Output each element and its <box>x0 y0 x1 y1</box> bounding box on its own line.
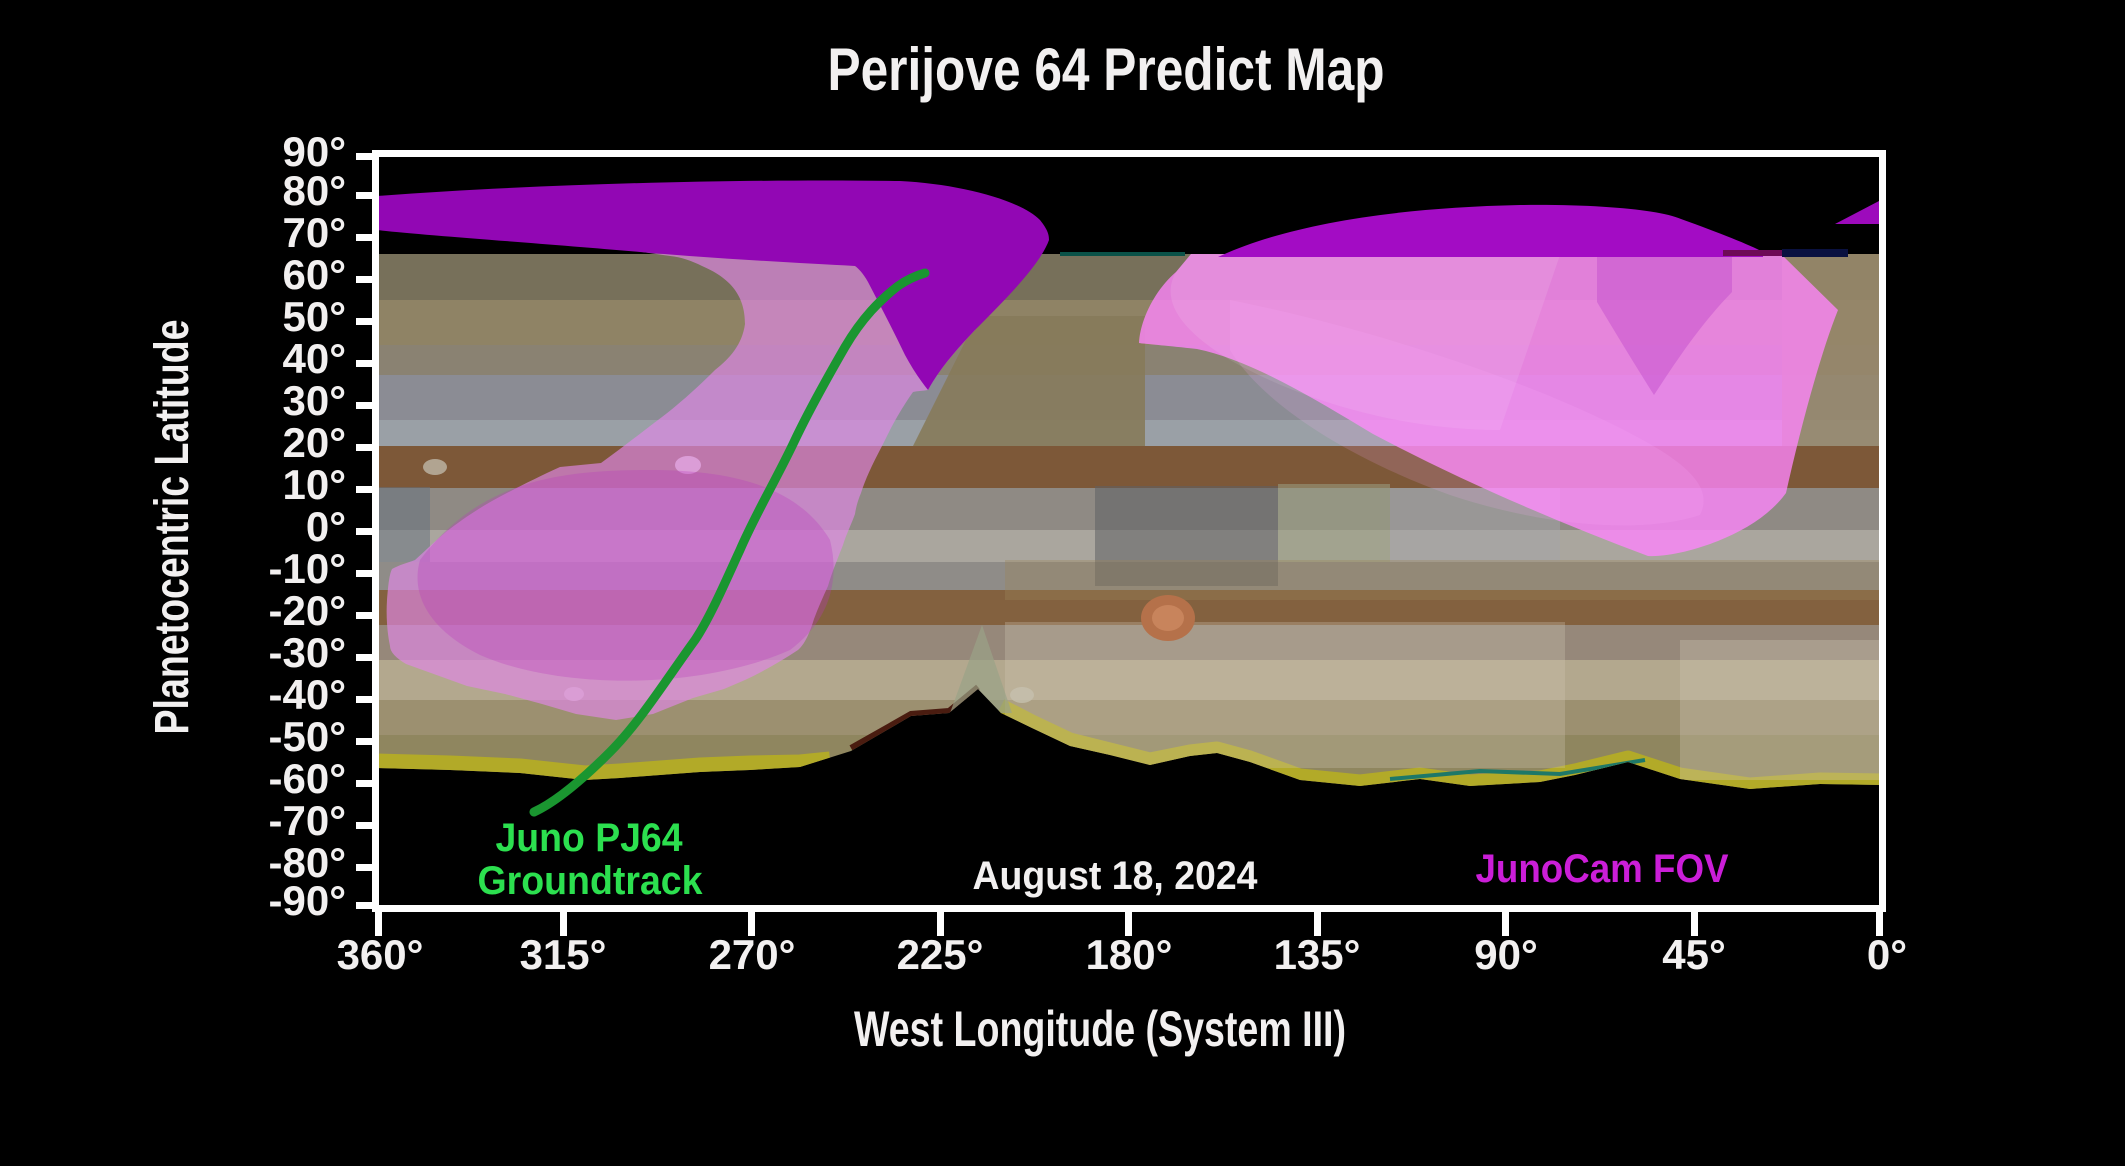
svg-text:0°: 0° <box>306 503 346 550</box>
svg-text:-30°: -30° <box>269 629 347 676</box>
svg-text:50°: 50° <box>282 293 346 340</box>
svg-text:40°: 40° <box>282 335 346 382</box>
svg-text:90°: 90° <box>282 128 346 175</box>
svg-text:West Longitude (System III): West Longitude (System III) <box>854 1001 1346 1057</box>
svg-text:90°: 90° <box>1474 931 1538 978</box>
svg-text:-90°: -90° <box>269 877 347 924</box>
svg-text:60°: 60° <box>282 251 346 298</box>
svg-text:Planetocentric Latitude: Planetocentric Latitude <box>146 320 199 735</box>
svg-text:10°: 10° <box>282 461 346 508</box>
svg-text:30°: 30° <box>282 377 346 424</box>
svg-text:135°: 135° <box>1274 931 1361 978</box>
svg-text:-80°: -80° <box>269 839 347 886</box>
svg-text:70°: 70° <box>282 209 346 256</box>
svg-text:-20°: -20° <box>269 587 347 634</box>
svg-text:August 18, 2024: August 18, 2024 <box>973 854 1259 898</box>
svg-text:315°: 315° <box>520 931 607 978</box>
svg-text:0°: 0° <box>1867 931 1907 978</box>
svg-text:-70°: -70° <box>269 797 347 844</box>
svg-text:Perijove 64 Predict Map: Perijove 64 Predict Map <box>828 36 1385 103</box>
svg-text:270°: 270° <box>709 931 796 978</box>
svg-text:Juno PJ64: Juno PJ64 <box>496 816 684 860</box>
svg-text:-60°: -60° <box>269 755 347 802</box>
svg-text:360°: 360° <box>337 931 424 978</box>
svg-text:-40°: -40° <box>269 671 347 718</box>
svg-text:-10°: -10° <box>269 545 347 592</box>
svg-text:180°: 180° <box>1086 931 1173 978</box>
svg-text:225°: 225° <box>897 931 984 978</box>
svg-text:-50°: -50° <box>269 713 347 760</box>
svg-text:80°: 80° <box>282 167 346 214</box>
svg-text:45°: 45° <box>1662 931 1726 978</box>
svg-text:Groundtrack: Groundtrack <box>478 859 704 903</box>
svg-text:JunoCam FOV: JunoCam FOV <box>1476 847 1729 891</box>
svg-text:20°: 20° <box>282 419 346 466</box>
